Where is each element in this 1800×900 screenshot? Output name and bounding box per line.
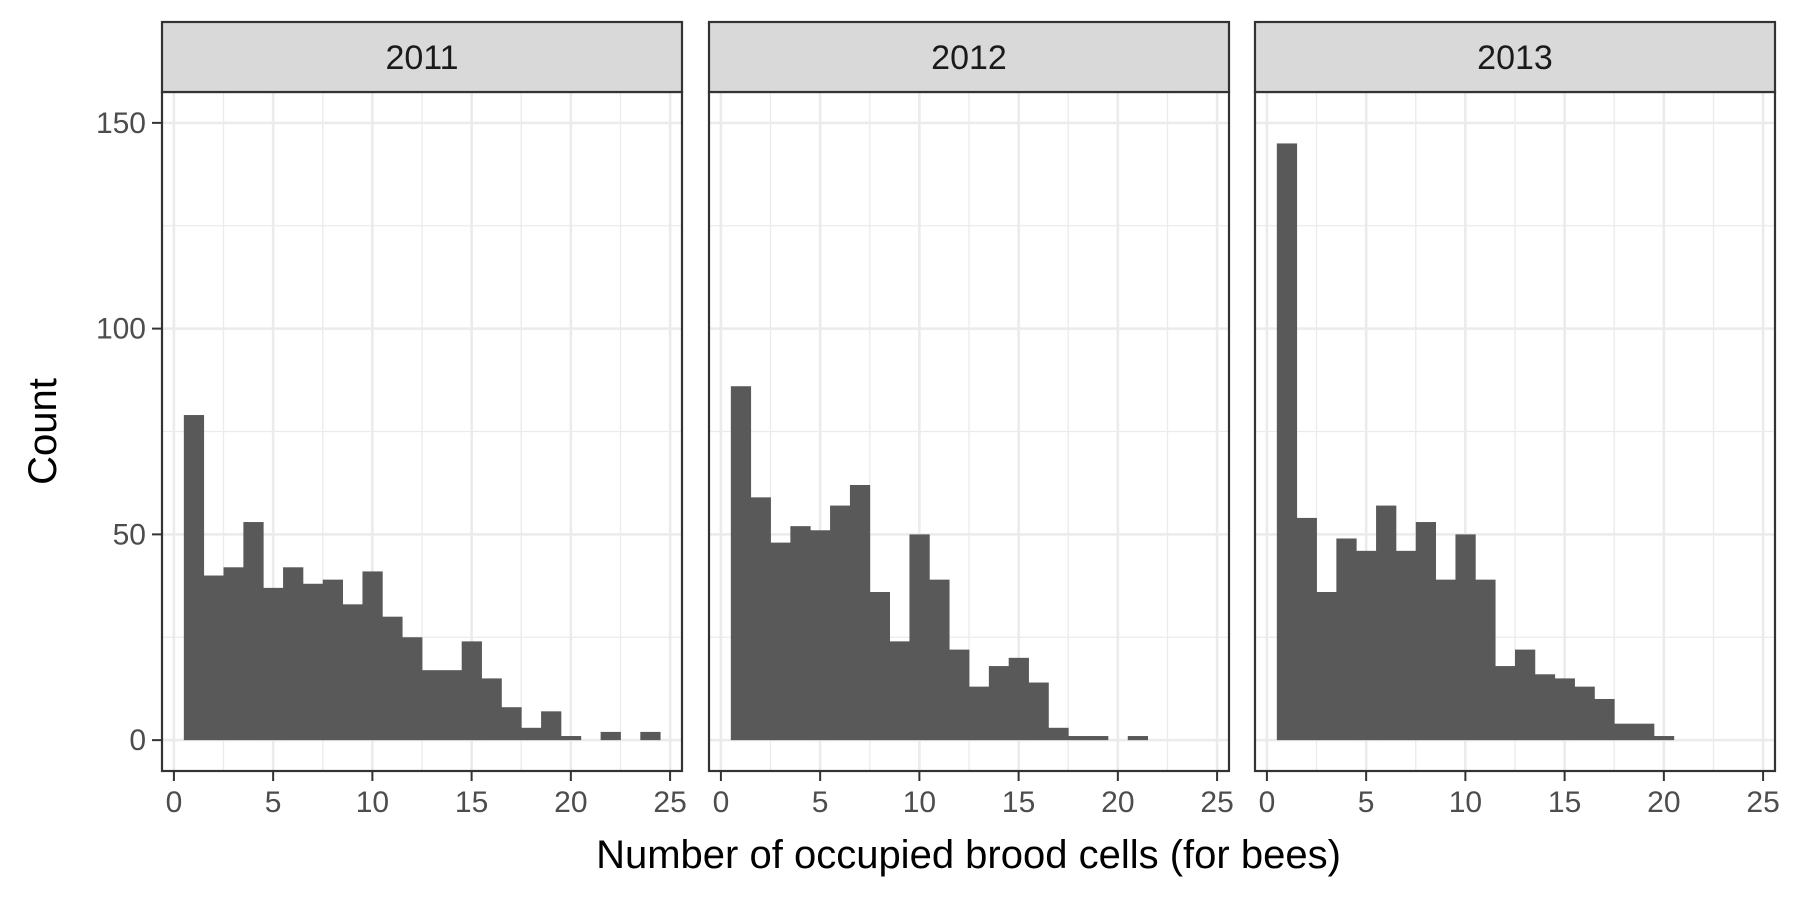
bar-2011-bin-20 bbox=[560, 736, 582, 741]
bar-2011-bin-19 bbox=[541, 711, 562, 741]
facet-strip-label: 2011 bbox=[385, 39, 458, 77]
bar-2013-bin-8 bbox=[1415, 522, 1437, 741]
bar-2011-bin-12 bbox=[402, 637, 423, 741]
y-tick-label: 0 bbox=[129, 724, 146, 757]
bar-2013-bin-1 bbox=[1276, 143, 1298, 741]
bar-2012-bin-11 bbox=[929, 579, 950, 741]
x-tick-label: 20 bbox=[554, 786, 587, 819]
bar-2013-bin-10 bbox=[1455, 534, 1476, 741]
x-tick-label: 25 bbox=[1200, 786, 1233, 819]
bar-2011-bin-10 bbox=[362, 571, 383, 741]
bar-2011-bin-9 bbox=[342, 604, 363, 741]
bar-2013-bin-3 bbox=[1316, 591, 1337, 741]
bar-2012-bin-21 bbox=[1127, 736, 1149, 741]
bar-2011-bin-22 bbox=[600, 731, 621, 741]
bar-2012-bin-19 bbox=[1088, 736, 1109, 741]
bar-2011-bin-18 bbox=[521, 727, 542, 741]
bar-2013-bin-17 bbox=[1594, 698, 1615, 741]
x-tick-label: 20 bbox=[1647, 786, 1680, 819]
facet-strip-label: 2012 bbox=[931, 39, 1007, 77]
x-tick-label: 0 bbox=[713, 786, 730, 819]
bar-2012-bin-8 bbox=[869, 591, 891, 741]
bar-2013-bin-4 bbox=[1336, 538, 1357, 741]
bar-2012-bin-6 bbox=[830, 505, 851, 741]
bar-2011-bin-7 bbox=[302, 583, 324, 741]
bar-2013-bin-12 bbox=[1495, 666, 1516, 741]
bar-2011-bin-1 bbox=[183, 415, 205, 741]
bar-2013-bin-13 bbox=[1515, 649, 1536, 741]
bar-2012-bin-13 bbox=[969, 686, 990, 741]
x-tick-label: 25 bbox=[1746, 786, 1779, 819]
x-tick-label: 15 bbox=[1002, 786, 1035, 819]
y-tick-label: 100 bbox=[96, 313, 146, 346]
bar-2012-bin-7 bbox=[849, 484, 871, 741]
panel-2012: 2012 0 5 10 15 20 25 bbox=[707, 20, 1234, 819]
bar-2013-bin-20 bbox=[1653, 736, 1675, 741]
bar-2011-bin-8 bbox=[322, 579, 344, 741]
bar-2012-bin-9 bbox=[889, 641, 910, 741]
y-tick-label: 150 bbox=[96, 107, 146, 140]
bar-2013-bin-18 bbox=[1614, 723, 1635, 741]
x-tick-label: 10 bbox=[1449, 786, 1482, 819]
bar-2013-bin-14 bbox=[1534, 674, 1556, 741]
bar-2012-bin-18 bbox=[1068, 736, 1089, 741]
bar-2012-bin-16 bbox=[1028, 682, 1049, 741]
y-axis-title: Count bbox=[21, 378, 65, 485]
bar-2013-bin-19 bbox=[1634, 723, 1655, 741]
bar-2011-bin-4 bbox=[243, 522, 264, 741]
x-tick-label: 0 bbox=[166, 786, 183, 819]
x-tick-label: 5 bbox=[265, 786, 282, 819]
x-tick-label: 0 bbox=[1259, 786, 1276, 819]
x-tick-label: 15 bbox=[1548, 786, 1581, 819]
bar-2012-bin-3 bbox=[770, 542, 791, 741]
bar-2013-bin-11 bbox=[1475, 579, 1496, 741]
bar-2011-bin-5 bbox=[263, 587, 284, 741]
bar-2012-bin-12 bbox=[949, 649, 970, 741]
bar-2012-bin-17 bbox=[1048, 727, 1069, 741]
bar-2012-bin-4 bbox=[790, 526, 811, 741]
x-tick-label: 10 bbox=[903, 786, 936, 819]
facet-strip bbox=[160, 20, 684, 94]
bar-2011-bin-6 bbox=[283, 567, 304, 741]
bar-2012-bin-2 bbox=[750, 497, 771, 741]
x-tick-label: 10 bbox=[356, 786, 389, 819]
bar-2011-bin-15 bbox=[461, 641, 482, 741]
bar-2011-bin-24 bbox=[640, 731, 661, 741]
bar-2013-bin-6 bbox=[1376, 505, 1397, 741]
x-tick-label: 5 bbox=[1358, 786, 1375, 819]
panel-2011: 2011 0 5 10 15 20 25 0 50 100 150 bbox=[96, 20, 687, 819]
bar-2011-bin-3 bbox=[223, 567, 244, 741]
panel-2013: 2013 0 5 10 15 20 25 bbox=[1253, 20, 1780, 819]
facet-strip bbox=[707, 20, 1231, 94]
bar-2011-bin-17 bbox=[501, 707, 522, 741]
bar-2012-bin-14 bbox=[988, 666, 1010, 741]
bar-2012-bin-1 bbox=[730, 386, 752, 741]
bar-2011-bin-11 bbox=[382, 616, 403, 741]
x-tick-label: 25 bbox=[653, 786, 686, 819]
bar-2013-bin-5 bbox=[1356, 550, 1377, 741]
facet-strip-label: 2013 bbox=[1477, 39, 1553, 77]
facet-strip bbox=[1253, 20, 1777, 94]
bar-2011-bin-16 bbox=[481, 678, 502, 741]
bar-2011-bin-14 bbox=[441, 670, 463, 741]
bar-2012-bin-10 bbox=[909, 534, 930, 741]
x-tick-label: 15 bbox=[455, 786, 488, 819]
x-axis-title: Number of occupied brood cells (for bees… bbox=[596, 833, 1341, 877]
bar-2013-bin-15 bbox=[1554, 678, 1575, 741]
bar-2013-bin-16 bbox=[1574, 686, 1595, 741]
bar-2012-bin-5 bbox=[810, 530, 831, 741]
x-tick-label: 20 bbox=[1101, 786, 1134, 819]
bar-2012-bin-15 bbox=[1008, 657, 1029, 741]
y-tick-label: 50 bbox=[113, 518, 146, 551]
bar-2011-bin-13 bbox=[422, 670, 443, 741]
bar-2013-bin-7 bbox=[1395, 550, 1417, 741]
bar-2011-bin-2 bbox=[203, 575, 224, 741]
bar-2013-bin-9 bbox=[1435, 579, 1456, 741]
bar-2013-bin-2 bbox=[1296, 517, 1317, 741]
x-tick-label: 5 bbox=[812, 786, 829, 819]
